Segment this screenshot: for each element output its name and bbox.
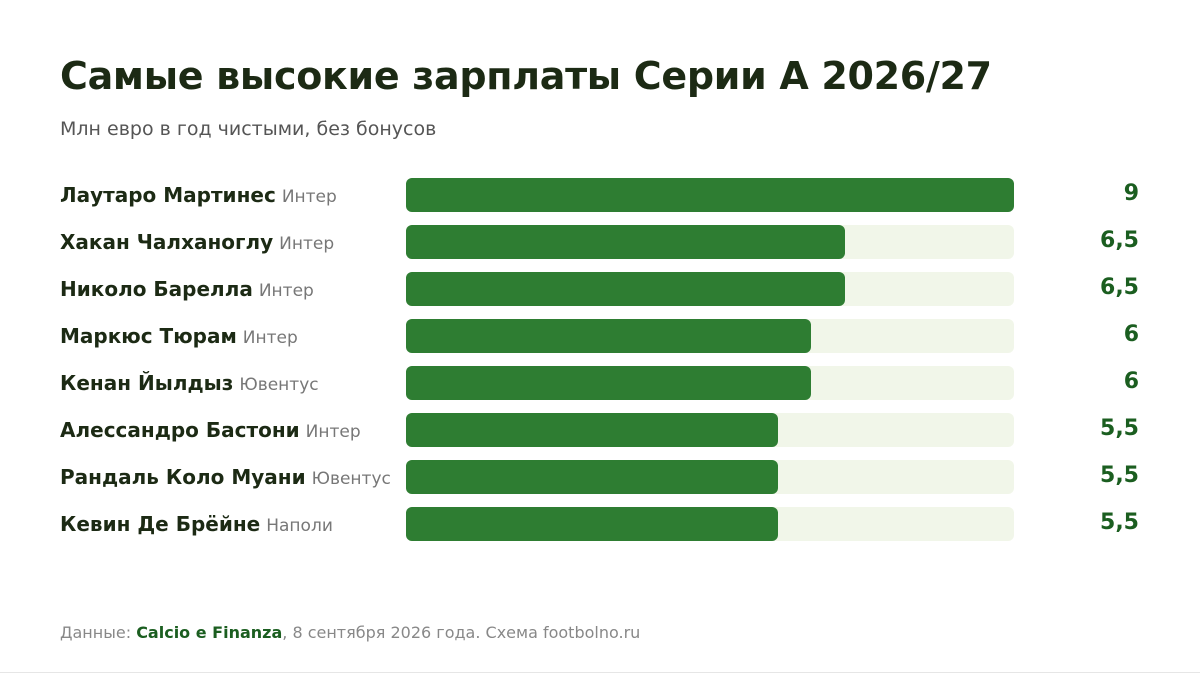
bar xyxy=(406,272,845,306)
value-label: 6,5 xyxy=(1100,228,1139,253)
player-label: Николо Барелла Интер xyxy=(60,277,314,301)
player-label: Маркюс Тюрам Интер xyxy=(60,324,298,348)
club-name: Ювентус xyxy=(311,469,391,489)
value-label: 9 xyxy=(1123,181,1139,206)
player-name: Рандаль Коло Муани xyxy=(60,465,306,489)
source-note: Данные: Calcio e Finanza, 8 сентября 202… xyxy=(60,623,640,642)
value-label: 5,5 xyxy=(1100,463,1139,488)
value-label: 5,5 xyxy=(1100,510,1139,535)
bar-row: Лаутаро Мартинес Интер 9 xyxy=(0,178,1200,212)
value-label: 6 xyxy=(1123,322,1139,347)
bar-row: Николо Барелла Интер 6,5 xyxy=(0,272,1200,306)
player-label: Хакан Чалханоглу Интер xyxy=(60,230,334,254)
club-name: Интер xyxy=(281,187,337,207)
bottom-divider xyxy=(0,672,1200,673)
bar xyxy=(406,366,811,400)
player-name: Лаутаро Мартинес xyxy=(60,183,276,207)
club-name: Интер xyxy=(242,328,298,348)
player-name: Кенан Йылдыз xyxy=(60,371,234,395)
bar-row: Маркюс Тюрам Интер 6 xyxy=(0,319,1200,353)
player-label: Кенан Йылдыз Ювентус xyxy=(60,371,319,395)
bar-row: Кевин Де Брёйне Наполи 5,5 xyxy=(0,507,1200,541)
player-name: Кевин Де Брёйне xyxy=(60,512,261,536)
bar-row: Алессандро Бастони Интер 5,5 xyxy=(0,413,1200,447)
source-name: Calcio e Finanza xyxy=(136,623,283,642)
bar xyxy=(406,178,1014,212)
bar xyxy=(406,225,845,259)
player-name: Николо Барелла xyxy=(60,277,253,301)
value-label: 6 xyxy=(1123,369,1139,394)
player-label: Лаутаро Мартинес Интер xyxy=(60,183,337,207)
bar xyxy=(406,507,778,541)
bar xyxy=(406,319,811,353)
player-label: Рандаль Коло Муани Ювентус xyxy=(60,465,391,489)
club-name: Наполи xyxy=(266,516,333,536)
source-suffix: , 8 сентября 2026 года. Схема footbolno.… xyxy=(282,623,641,642)
player-name: Хакан Чалханоглу xyxy=(60,230,274,254)
bar-chart: Лаутаро Мартинес Интер 9 Хакан Чалханоглу Ин… xyxy=(0,178,1200,541)
bar xyxy=(406,413,778,447)
player-label: Кевин Де Брёйне Наполи xyxy=(60,512,333,536)
source-prefix: Данные: xyxy=(60,623,137,642)
club-name: Интер xyxy=(258,281,314,301)
bar-row: Хакан Чалханоглу Интер 6,5 xyxy=(0,225,1200,259)
club-name: Интер xyxy=(279,234,335,254)
club-name: Интер xyxy=(305,422,361,442)
value-label: 6,5 xyxy=(1100,275,1139,300)
club-name: Ювентус xyxy=(239,375,319,395)
value-label: 5,5 xyxy=(1100,416,1139,441)
player-name: Маркюс Тюрам xyxy=(60,324,237,348)
chart-subtitle: Млн евро в год чистыми, без бонусов xyxy=(60,118,437,140)
bar-row: Рандаль Коло Муани Ювентус 5,5 xyxy=(0,460,1200,494)
chart-title: Самые высокие зарплаты Серии А 2026/27 xyxy=(60,54,992,98)
bar-row: Кенан Йылдыз Ювентус 6 xyxy=(0,366,1200,400)
player-label: Алессандро Бастони Интер xyxy=(60,418,361,442)
bar xyxy=(406,460,778,494)
player-name: Алессандро Бастони xyxy=(60,418,300,442)
